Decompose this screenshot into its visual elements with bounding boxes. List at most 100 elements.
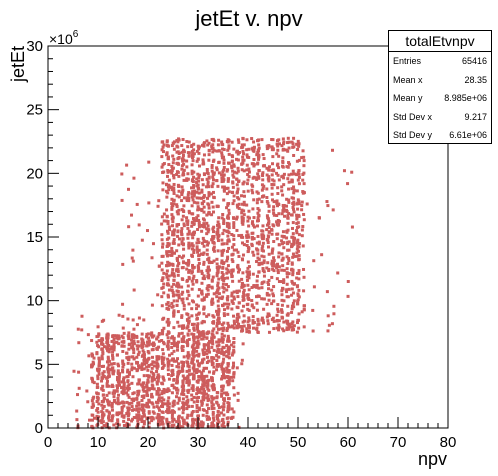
data-point	[240, 143, 244, 147]
data-point	[156, 379, 160, 383]
data-point	[175, 386, 179, 390]
data-point	[160, 278, 164, 282]
data-point	[97, 333, 101, 337]
data-point	[252, 253, 256, 257]
data-point	[165, 419, 169, 423]
data-point	[196, 238, 200, 242]
data-point	[215, 291, 219, 295]
data-point	[140, 238, 144, 242]
data-point	[245, 148, 249, 152]
data-point	[257, 240, 261, 244]
data-point	[186, 177, 190, 181]
data-point	[112, 338, 116, 342]
data-point	[240, 277, 244, 281]
data-point	[191, 384, 195, 388]
data-point	[165, 263, 169, 267]
data-point	[261, 267, 265, 271]
data-point	[187, 381, 191, 385]
data-point	[166, 191, 170, 195]
data-point	[262, 321, 266, 325]
data-point	[170, 144, 174, 148]
data-point	[202, 144, 206, 148]
data-point	[210, 404, 214, 408]
data-point	[101, 388, 105, 392]
data-point	[292, 299, 296, 303]
data-point	[125, 412, 129, 416]
data-point	[290, 226, 294, 230]
data-point	[271, 208, 275, 212]
data-point	[136, 401, 140, 405]
data-point	[177, 254, 181, 258]
data-point	[172, 386, 176, 390]
data-point	[227, 369, 231, 373]
data-point	[210, 378, 214, 382]
data-point	[210, 164, 214, 168]
data-point	[280, 289, 284, 293]
data-point	[227, 144, 231, 148]
data-point	[122, 384, 126, 388]
data-point	[172, 157, 176, 161]
data-point	[245, 239, 249, 243]
data-point	[202, 260, 206, 264]
data-point	[202, 262, 206, 266]
data-point	[140, 341, 144, 345]
data-point	[235, 320, 239, 324]
data-point	[215, 257, 219, 261]
data-point	[225, 271, 229, 275]
data-point	[236, 391, 240, 395]
data-point	[216, 403, 220, 407]
data-point	[296, 249, 300, 253]
data-point	[182, 178, 186, 182]
data-point	[222, 357, 226, 361]
data-point	[176, 342, 180, 346]
data-point	[95, 414, 99, 418]
data-point	[281, 257, 285, 261]
data-point	[282, 235, 286, 239]
data-point	[135, 416, 139, 420]
data-point	[227, 352, 231, 356]
data-point	[190, 253, 194, 257]
data-point	[171, 357, 175, 361]
data-point	[160, 215, 164, 219]
data-point	[177, 174, 181, 178]
data-point	[225, 257, 229, 261]
data-point	[262, 274, 266, 278]
data-point	[205, 403, 209, 407]
data-point	[212, 315, 216, 319]
data-point	[245, 303, 249, 307]
data-point	[221, 418, 225, 422]
data-point	[97, 339, 101, 343]
data-point	[187, 151, 191, 155]
data-point	[156, 293, 160, 297]
data-point	[200, 298, 204, 302]
data-point	[212, 171, 216, 175]
data-point	[140, 405, 144, 409]
data-point	[166, 404, 170, 408]
data-point	[206, 243, 210, 247]
data-point	[286, 165, 290, 169]
data-point	[286, 319, 290, 323]
data-point	[155, 337, 159, 341]
data-point	[247, 288, 251, 292]
data-point	[145, 391, 149, 395]
data-point	[222, 413, 226, 417]
data-point	[297, 202, 301, 206]
data-point	[277, 142, 281, 146]
data-point	[186, 356, 190, 360]
data-point	[257, 169, 261, 173]
x-tick-label: 70	[390, 434, 407, 451]
data-point	[285, 321, 289, 325]
data-point	[100, 364, 104, 368]
data-point	[210, 360, 214, 364]
data-point	[182, 224, 186, 228]
data-point	[197, 422, 201, 426]
data-point	[227, 401, 231, 405]
data-point	[207, 194, 211, 198]
data-point	[166, 169, 170, 173]
data-point	[295, 330, 299, 334]
data-point	[295, 276, 299, 280]
data-point	[251, 326, 255, 330]
data-point	[110, 405, 114, 409]
data-point	[106, 340, 110, 344]
data-point	[250, 235, 254, 239]
